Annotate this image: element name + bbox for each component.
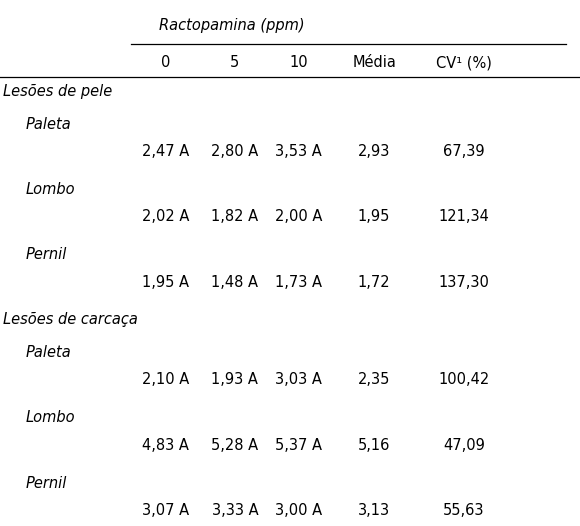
Text: 1,72: 1,72 xyxy=(358,275,390,290)
Text: 2,35: 2,35 xyxy=(358,372,390,388)
Text: Pernil: Pernil xyxy=(26,247,67,262)
Text: 3,07 A: 3,07 A xyxy=(142,503,189,518)
Text: Pernil: Pernil xyxy=(26,476,67,491)
Text: 100,42: 100,42 xyxy=(438,372,490,388)
Text: 5,28 A: 5,28 A xyxy=(211,438,259,453)
Text: Ractopamina (ppm): Ractopamina (ppm) xyxy=(159,18,305,34)
Text: 1,82 A: 1,82 A xyxy=(211,209,259,225)
Text: 2,02 A: 2,02 A xyxy=(142,209,189,225)
Text: 5: 5 xyxy=(230,55,240,70)
Text: 2,80 A: 2,80 A xyxy=(211,144,259,159)
Text: Paleta: Paleta xyxy=(26,345,72,360)
Text: 2,93: 2,93 xyxy=(358,144,390,159)
Text: 2,10 A: 2,10 A xyxy=(142,372,189,388)
Text: Lombo: Lombo xyxy=(26,182,76,197)
Text: 121,34: 121,34 xyxy=(438,209,490,225)
Text: 1,95: 1,95 xyxy=(358,209,390,225)
Text: Lesões de carcaça: Lesões de carcaça xyxy=(3,312,138,328)
Text: 1,93 A: 1,93 A xyxy=(212,372,258,388)
Text: 3,00 A: 3,00 A xyxy=(275,503,322,518)
Text: 55,63: 55,63 xyxy=(443,503,485,518)
Text: 47,09: 47,09 xyxy=(443,438,485,453)
Text: 10: 10 xyxy=(289,55,308,70)
Text: 3,03 A: 3,03 A xyxy=(276,372,322,388)
Text: 5,37 A: 5,37 A xyxy=(275,438,322,453)
Text: 1,95 A: 1,95 A xyxy=(142,275,189,290)
Text: 1,73 A: 1,73 A xyxy=(275,275,322,290)
Text: Lesões de pele: Lesões de pele xyxy=(3,84,112,99)
Text: Média: Média xyxy=(352,55,396,70)
Text: 3,33 A: 3,33 A xyxy=(212,503,258,518)
Text: 67,39: 67,39 xyxy=(443,144,485,159)
Text: 3,53 A: 3,53 A xyxy=(276,144,322,159)
Text: 3,13: 3,13 xyxy=(358,503,390,518)
Text: 0: 0 xyxy=(161,55,170,70)
Text: 5,16: 5,16 xyxy=(358,438,390,453)
Text: CV¹ (%): CV¹ (%) xyxy=(436,55,492,70)
Text: Lombo: Lombo xyxy=(26,410,76,426)
Text: 137,30: 137,30 xyxy=(438,275,490,290)
Text: Paleta: Paleta xyxy=(26,117,72,132)
Text: 1,48 A: 1,48 A xyxy=(211,275,259,290)
Text: 4,83 A: 4,83 A xyxy=(142,438,188,453)
Text: 2,00 A: 2,00 A xyxy=(275,209,322,225)
Text: 2,47 A: 2,47 A xyxy=(142,144,189,159)
